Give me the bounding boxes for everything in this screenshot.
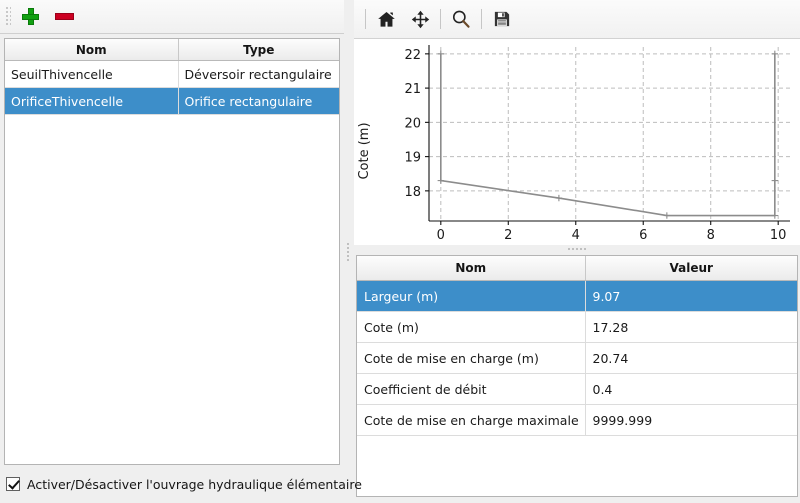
right-panel: 18 19 20 21 22 0 2 4 6 8 10 Cote (m) Nom Valeur La… bbox=[354, 0, 800, 503]
cell-property-value[interactable]: 9.07 bbox=[585, 280, 797, 312]
plus-icon bbox=[21, 8, 39, 25]
cell-type[interactable]: Orifice rectangulaire bbox=[178, 87, 339, 115]
x-tick-label: 6 bbox=[639, 228, 647, 243]
plot-marker bbox=[437, 177, 445, 184]
column-header-valeur[interactable]: Valeur bbox=[585, 256, 797, 281]
table-row[interactable]: Largeur (m) 9.07 bbox=[357, 280, 797, 312]
y-tick-label: 20 bbox=[404, 116, 421, 131]
plot-canvas-area[interactable]: 18 19 20 21 22 0 2 4 6 8 10 Cote (m) bbox=[354, 39, 800, 245]
plot-marker bbox=[771, 212, 779, 219]
column-header-nom[interactable]: Nom bbox=[5, 39, 179, 61]
x-tick-label: 0 bbox=[437, 228, 445, 243]
move-icon bbox=[411, 10, 429, 28]
plot-marker bbox=[771, 50, 779, 58]
table-row[interactable]: Cote de mise en charge (m) 20.74 bbox=[357, 342, 797, 374]
x-tick-label: 2 bbox=[504, 228, 512, 243]
minus-icon bbox=[54, 13, 74, 20]
vertical-splitter[interactable] bbox=[344, 0, 354, 503]
cell-nom[interactable]: OrificeThivencelle bbox=[5, 87, 179, 115]
enable-element-row: Activer/Désactiver l'ouvrage hydraulique… bbox=[0, 465, 362, 503]
plot-home-button[interactable] bbox=[369, 4, 403, 34]
toolbar-drag-handle[interactable] bbox=[3, 4, 13, 30]
x-tick-label: 4 bbox=[572, 228, 580, 243]
cross-section-plot[interactable]: 18 19 20 21 22 0 2 4 6 8 10 Cote (m) bbox=[354, 39, 800, 245]
properties-header-row: Nom Valeur bbox=[357, 256, 797, 281]
table-row[interactable]: SeuilThivencelle Déversoir rectangulaire bbox=[5, 60, 339, 88]
cell-property-name[interactable]: Coefficient de débit bbox=[357, 373, 586, 405]
y-tick-label: 21 bbox=[404, 82, 421, 97]
x-tick-label: 8 bbox=[707, 228, 715, 243]
plot-zoom-button[interactable] bbox=[444, 4, 478, 34]
elements-table: Nom Type SeuilThivencelle Déversoir rect… bbox=[5, 39, 339, 115]
column-header-type[interactable]: Type bbox=[178, 39, 339, 61]
cell-type[interactable]: Déversoir rectangulaire bbox=[178, 60, 339, 88]
magnifier-icon bbox=[452, 10, 470, 28]
y-tick-label: 18 bbox=[404, 185, 421, 200]
left-panel: Nom Type SeuilThivencelle Déversoir rect… bbox=[0, 0, 362, 503]
column-header-nom[interactable]: Nom bbox=[357, 256, 586, 281]
cell-property-name[interactable]: Largeur (m) bbox=[357, 280, 586, 312]
properties-table-container[interactable]: Nom Valeur Largeur (m) 9.07 Cote (m) 17.… bbox=[356, 255, 798, 497]
plot-marker bbox=[555, 194, 563, 202]
table-row[interactable]: OrificeThivencelle Orifice rectangulaire bbox=[5, 87, 339, 115]
plot-marker bbox=[771, 177, 779, 184]
y-tick-label: 22 bbox=[404, 48, 421, 63]
horizontal-splitter[interactable] bbox=[354, 245, 800, 255]
cell-nom[interactable]: SeuilThivencelle bbox=[5, 60, 179, 88]
plot-save-button[interactable] bbox=[485, 4, 519, 34]
plot-navigation-toolbar bbox=[354, 0, 800, 39]
enable-element-checkbox[interactable] bbox=[6, 477, 20, 491]
cell-property-value[interactable]: 17.28 bbox=[585, 311, 797, 343]
remove-element-button[interactable] bbox=[47, 2, 81, 32]
x-tick-label: 10 bbox=[770, 228, 787, 243]
cell-property-name[interactable]: Cote de mise en charge (m) bbox=[357, 342, 586, 374]
cell-property-value[interactable]: 9999.999 bbox=[585, 404, 797, 436]
properties-table: Nom Valeur Largeur (m) 9.07 Cote (m) 17.… bbox=[357, 256, 797, 436]
cell-property-value[interactable]: 20.74 bbox=[585, 342, 797, 374]
plot-tick-labels: 18 19 20 21 22 0 2 4 6 8 10 bbox=[404, 48, 786, 243]
plot-axes bbox=[425, 45, 790, 225]
plot-marker bbox=[663, 212, 671, 219]
add-element-button[interactable] bbox=[13, 2, 47, 32]
cell-property-name[interactable]: Cote de mise en charge maximale bbox=[357, 404, 586, 436]
toolbar-separator bbox=[440, 9, 441, 29]
table-row[interactable]: Cote (m) 17.28 bbox=[357, 311, 797, 343]
cell-property-name[interactable]: Cote (m) bbox=[357, 311, 586, 343]
plot-pan-button[interactable] bbox=[403, 4, 437, 34]
toolbar-separator bbox=[481, 9, 482, 29]
table-row[interactable]: Coefficient de débit 0.4 bbox=[357, 373, 797, 405]
toolbar-separator bbox=[365, 9, 366, 29]
y-tick-label: 19 bbox=[404, 151, 421, 166]
enable-element-label: Activer/Désactiver l'ouvrage hydraulique… bbox=[27, 476, 362, 492]
elements-table-container[interactable]: Nom Type SeuilThivencelle Déversoir rect… bbox=[4, 38, 340, 465]
elements-toolbar bbox=[0, 0, 344, 34]
y-axis-label: Cote (m) bbox=[357, 122, 372, 179]
plot-marker bbox=[437, 50, 445, 58]
elements-table-header-row: Nom Type bbox=[5, 39, 339, 61]
table-row[interactable]: Cote de mise en charge maximale 9999.999 bbox=[357, 404, 797, 436]
home-icon bbox=[377, 11, 395, 27]
floppy-disk-icon bbox=[494, 11, 510, 27]
cell-property-value[interactable]: 0.4 bbox=[585, 373, 797, 405]
plot-series bbox=[437, 50, 779, 219]
